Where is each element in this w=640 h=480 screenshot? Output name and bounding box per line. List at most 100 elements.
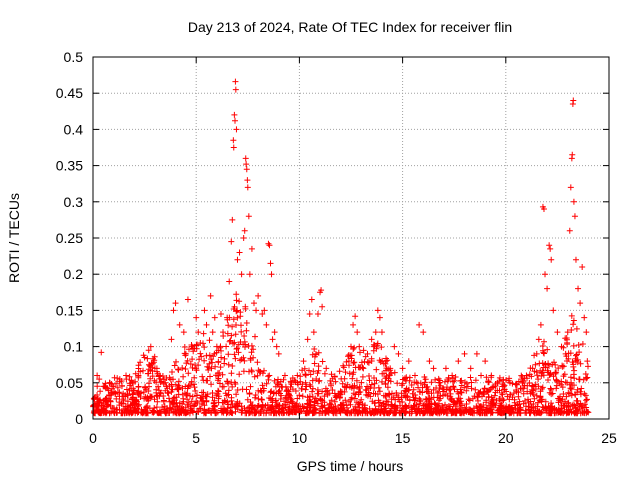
data-point xyxy=(430,365,437,372)
data-point xyxy=(546,242,553,249)
data-point xyxy=(203,321,210,328)
dense-point-cloud xyxy=(90,291,592,417)
data-point xyxy=(267,260,274,267)
data-point xyxy=(308,296,315,303)
data-point xyxy=(395,350,402,357)
data-point xyxy=(250,300,257,307)
data-point xyxy=(156,372,163,379)
data-point xyxy=(319,303,326,310)
data-point xyxy=(269,336,276,343)
data-point xyxy=(558,343,565,350)
x-axis-ticks: 0 5 10 15 20 25 xyxy=(89,57,617,446)
data-point xyxy=(335,390,342,397)
y-tick-label: 0.45 xyxy=(56,85,83,101)
data-point xyxy=(116,376,123,383)
data-point xyxy=(100,383,107,390)
chart-title: Day 213 of 2024, Rate Of TEC Index for r… xyxy=(188,19,512,35)
y-tick-label: 0.4 xyxy=(64,121,84,137)
data-point xyxy=(329,387,336,394)
data-point xyxy=(195,329,202,336)
data-point xyxy=(145,347,152,354)
data-point xyxy=(540,206,547,213)
data-point xyxy=(273,343,280,350)
data-point xyxy=(240,235,247,241)
data-point xyxy=(94,372,101,379)
data-point xyxy=(352,313,359,320)
data-point xyxy=(230,137,237,144)
data-point xyxy=(243,166,250,173)
data-point xyxy=(523,372,530,379)
data-point xyxy=(554,329,561,336)
data-point xyxy=(232,86,239,93)
data-point xyxy=(368,336,375,343)
data-point xyxy=(584,358,591,365)
data-point xyxy=(228,238,235,245)
data-point xyxy=(312,350,319,357)
y-tick-label: 0.3 xyxy=(64,194,84,210)
data-point xyxy=(271,329,278,336)
data-point xyxy=(547,245,554,252)
data-point xyxy=(170,307,177,314)
data-point xyxy=(473,350,480,357)
data-point xyxy=(232,78,239,85)
data-point xyxy=(567,184,574,191)
data-point xyxy=(211,314,218,321)
data-point xyxy=(416,321,423,328)
data-point xyxy=(542,271,549,278)
data-point xyxy=(564,329,571,336)
data-point xyxy=(263,321,270,328)
data-point xyxy=(129,379,136,386)
data-point xyxy=(168,336,175,343)
data-point xyxy=(494,379,501,386)
data-point xyxy=(207,292,214,299)
data-points xyxy=(94,78,591,397)
data-point xyxy=(141,354,148,361)
data-point xyxy=(229,216,236,223)
grid xyxy=(93,57,609,419)
data-point xyxy=(571,213,578,220)
data-point xyxy=(259,311,266,318)
y-tick-label: 0.5 xyxy=(64,49,84,65)
data-point xyxy=(341,383,348,390)
data-point xyxy=(356,343,363,350)
data-point xyxy=(248,245,255,252)
y-tick-label: 0.2 xyxy=(64,266,84,282)
data-point xyxy=(314,311,321,318)
data-point xyxy=(467,365,474,372)
data-point xyxy=(182,350,189,357)
data-point xyxy=(488,372,495,379)
data-point xyxy=(537,321,544,328)
data-point xyxy=(572,256,579,263)
data-point xyxy=(391,343,398,350)
data-point xyxy=(96,376,103,383)
data-point xyxy=(566,227,573,234)
data-point xyxy=(147,343,154,350)
data-point xyxy=(123,372,130,379)
data-point xyxy=(449,372,456,379)
data-point xyxy=(544,285,551,292)
y-axis-ticks: 0 0.05 0.1 0.15 0.2 0.25 0.3 0.35 0.4 0.45 0.5 xyxy=(56,49,609,427)
y-tick-label: 0.35 xyxy=(56,158,83,174)
data-point xyxy=(241,227,248,234)
data-point xyxy=(513,387,520,394)
data-point xyxy=(350,321,357,328)
data-point xyxy=(306,311,313,318)
data-point xyxy=(244,177,251,184)
data-point xyxy=(562,350,569,357)
data-point xyxy=(304,336,311,343)
data-point xyxy=(548,256,555,263)
data-point xyxy=(151,365,158,372)
data-point xyxy=(220,329,227,336)
data-point xyxy=(405,358,412,365)
data-point xyxy=(360,365,367,372)
data-point xyxy=(261,307,268,314)
data-point xyxy=(461,350,468,357)
data-point xyxy=(231,111,238,118)
data-point xyxy=(569,151,576,158)
data-point xyxy=(162,379,169,386)
data-point xyxy=(268,271,275,278)
data-point xyxy=(106,379,113,386)
data-point xyxy=(233,126,240,133)
data-point xyxy=(209,329,216,336)
